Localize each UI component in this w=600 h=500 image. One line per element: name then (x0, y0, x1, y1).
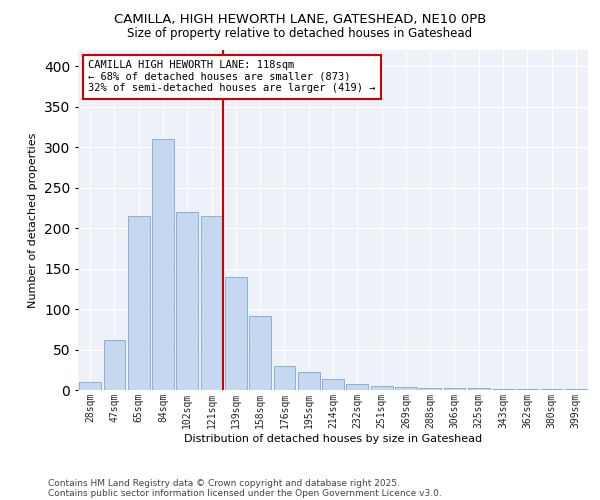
Text: CAMILLA, HIGH HEWORTH LANE, GATESHEAD, NE10 0PB: CAMILLA, HIGH HEWORTH LANE, GATESHEAD, N… (114, 12, 486, 26)
Y-axis label: Number of detached properties: Number of detached properties (28, 132, 38, 308)
X-axis label: Distribution of detached houses by size in Gateshead: Distribution of detached houses by size … (184, 434, 482, 444)
Text: Contains HM Land Registry data © Crown copyright and database right 2025.: Contains HM Land Registry data © Crown c… (48, 478, 400, 488)
Bar (419, 388, 441, 390)
Bar (395, 387, 417, 390)
Bar (104, 340, 125, 390)
Bar (346, 384, 368, 390)
Bar (225, 276, 247, 390)
Bar (176, 212, 198, 390)
Bar (468, 388, 490, 390)
Bar (152, 139, 174, 390)
Bar (517, 389, 538, 390)
Text: Contains public sector information licensed under the Open Government Licence v3: Contains public sector information licen… (48, 488, 442, 498)
Bar (298, 372, 320, 390)
Bar (565, 389, 587, 390)
Bar (128, 216, 149, 390)
Bar (79, 382, 101, 390)
Bar (492, 389, 514, 390)
Bar (541, 389, 562, 390)
Bar (249, 316, 271, 390)
Bar (200, 216, 223, 390)
Bar (274, 366, 295, 390)
Bar (443, 388, 466, 390)
Text: CAMILLA HIGH HEWORTH LANE: 118sqm
← 68% of detached houses are smaller (873)
32%: CAMILLA HIGH HEWORTH LANE: 118sqm ← 68% … (88, 60, 376, 94)
Bar (371, 386, 392, 390)
Text: Size of property relative to detached houses in Gateshead: Size of property relative to detached ho… (127, 28, 473, 40)
Bar (322, 378, 344, 390)
